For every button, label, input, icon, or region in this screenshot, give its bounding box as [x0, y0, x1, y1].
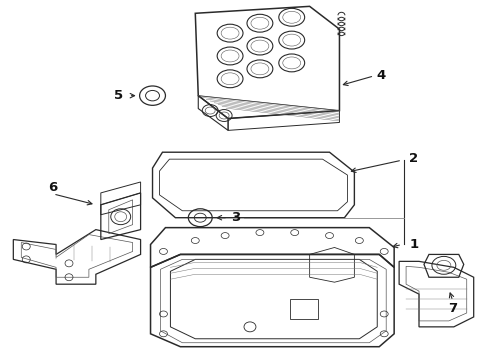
Text: 7: 7: [448, 302, 457, 315]
Text: 6: 6: [49, 181, 58, 194]
Text: 5: 5: [114, 89, 123, 102]
Text: 2: 2: [410, 152, 418, 165]
Bar: [290, 299, 318, 319]
Text: 3: 3: [231, 211, 241, 224]
Text: 1: 1: [410, 238, 418, 251]
Text: 4: 4: [377, 69, 386, 82]
